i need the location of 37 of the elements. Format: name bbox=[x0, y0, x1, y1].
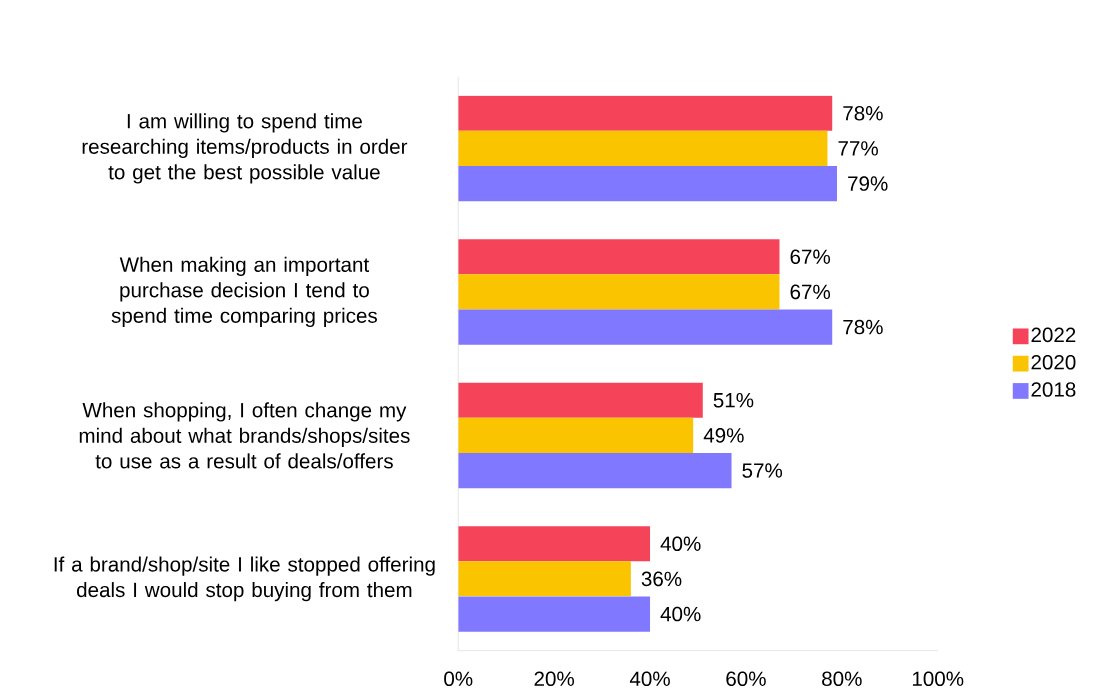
data-label: 40% bbox=[660, 536, 701, 552]
data-label: 67% bbox=[790, 284, 831, 300]
data-label: 67% bbox=[790, 249, 831, 265]
x-tick-label: 40% bbox=[629, 671, 670, 687]
bar bbox=[458, 417, 694, 454]
data-label: 57% bbox=[742, 463, 783, 478]
data-label: 40% bbox=[660, 606, 701, 622]
legend-label: 2020 bbox=[1031, 354, 1076, 370]
x-tick-label: 20% bbox=[534, 671, 575, 687]
bar bbox=[458, 130, 828, 167]
bar bbox=[458, 453, 732, 489]
legend-label: 2018 bbox=[1031, 382, 1076, 397]
data-label: 51% bbox=[713, 393, 754, 408]
data-label: 77% bbox=[838, 141, 878, 156]
data-label: 79% bbox=[848, 176, 888, 191]
bar bbox=[458, 166, 838, 202]
x-tick-label: 100% bbox=[912, 671, 964, 687]
y-tick-label: If a brand/shop/site I like stopped offering deals I would stop buying from them bbox=[54, 556, 435, 602]
y-tick-label: I am willing to spend time researching items/products in order to get the best possible value bbox=[82, 113, 408, 184]
legend-label: 2022 bbox=[1031, 327, 1076, 343]
y-tick-label: When making an important purchase decision I tend to spend time comparing prices bbox=[111, 256, 377, 328]
bar bbox=[458, 95, 833, 131]
bar bbox=[458, 561, 631, 597]
x-tick-label: 0% bbox=[444, 671, 473, 687]
bar bbox=[458, 382, 703, 418]
data-label: 78% bbox=[843, 319, 883, 335]
bar bbox=[458, 526, 651, 562]
x-tick-label: 80% bbox=[822, 671, 862, 687]
bar bbox=[458, 596, 651, 632]
data-label: 49% bbox=[703, 428, 744, 443]
bar bbox=[458, 309, 833, 345]
x-tick-label: 60% bbox=[726, 671, 766, 687]
data-label: 78% bbox=[843, 106, 883, 121]
bar bbox=[458, 239, 780, 275]
y-tick-label: When shopping, I often change my mind about what brands/shops/sites to use as a result of deals/offers bbox=[79, 402, 410, 469]
bar bbox=[458, 274, 780, 310]
data-label: 36% bbox=[641, 571, 682, 587]
